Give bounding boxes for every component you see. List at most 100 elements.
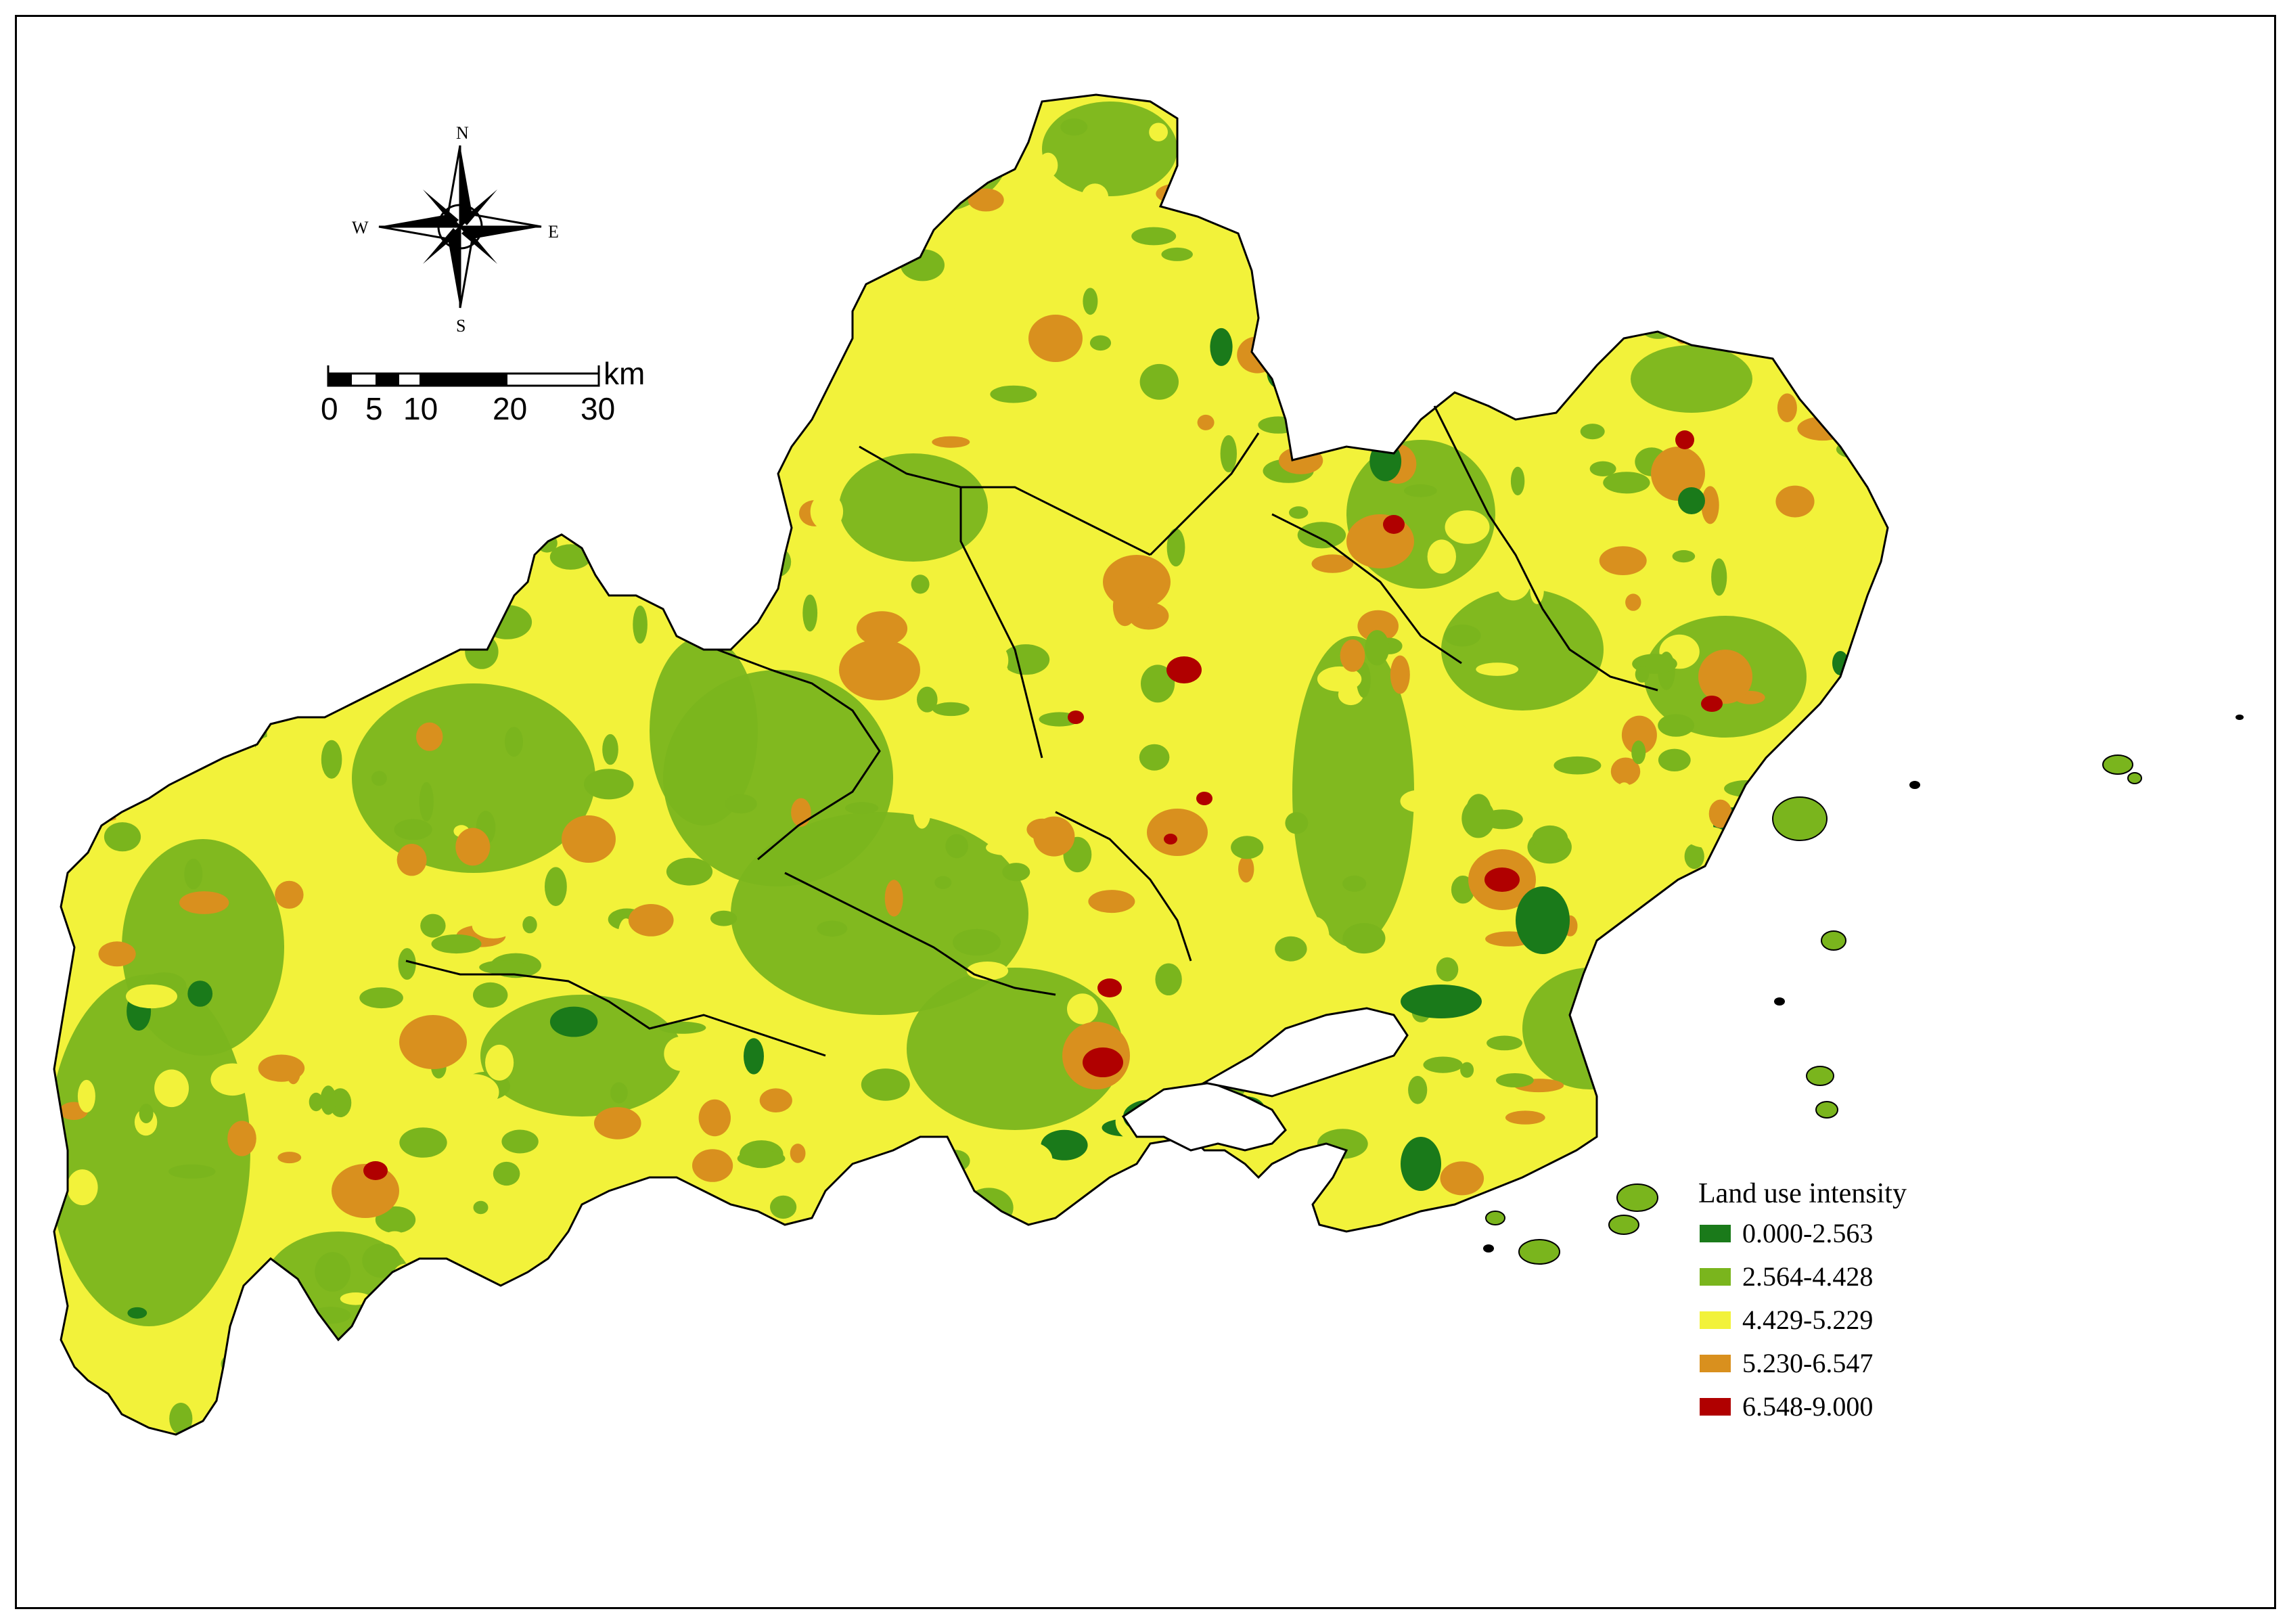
land-use-patch [277,321,327,353]
land-use-patch [1060,118,1088,136]
land-use-patch [1776,520,1811,552]
land-use-patch [1711,558,1727,596]
land-use-patch [471,95,494,122]
land-use-patch [574,915,607,934]
legend-title: Land use intensity [1698,1178,1907,1209]
land-use-patch [1460,1375,1493,1408]
land-use-patch [1578,187,1604,220]
land-use-patch [1106,202,1156,217]
land-use-patch [1436,957,1459,982]
island [2127,772,2142,784]
land-use-patch [1449,723,1466,738]
land-use-patch [200,180,225,192]
land-use-patch [1180,1219,1206,1258]
land-use-patch [332,285,349,300]
land-use-patch [1461,798,1495,838]
land-use-patch [1129,602,1169,630]
district-boundary [859,445,1151,556]
land-use-patch [1198,116,1240,156]
land-use-patch [277,1152,302,1164]
map-frame [15,15,2276,1609]
land-use-patch [968,188,1004,212]
land-use-patch [1444,428,1474,448]
land-use-patch [234,256,280,285]
land-use-patch [1544,229,1561,258]
land-use-patch [300,294,331,333]
land-use-patch [104,822,141,852]
land-use-patch [139,1104,154,1123]
land-use-patch [628,904,674,937]
land-use-patch [67,1169,98,1206]
land-use-patch [1356,662,1371,698]
land-use-patch [1297,522,1346,549]
land-use-patch [506,247,541,269]
land-use-patch [1374,232,1417,248]
legend-item: 4.429-5.229 [1700,1305,1873,1335]
land-use-patch [357,154,408,169]
land-use-patch [1795,215,1843,256]
land-use-patch [187,165,238,181]
land-use-patch [1033,816,1075,857]
land-use-patch [689,627,736,645]
land-use-patch [1123,974,1141,986]
land-use-patch [1675,430,1694,449]
land-use-patch [174,386,208,398]
land-use-patch [566,1295,604,1331]
land-use-patch [179,891,229,914]
land-use-patch [1589,461,1616,476]
legend-swatch [1700,1225,1731,1242]
land-use-patch [1220,435,1238,472]
land-use-patch [568,1230,608,1248]
land-use-patch [74,304,121,334]
land-use-patch [1775,485,1815,518]
land-use-patch [969,1366,994,1387]
land-use-patch [641,1317,673,1332]
land-use-patch [545,867,567,906]
land-use-patch [1532,532,1546,571]
land-use-patch [1569,1172,1620,1198]
land-use-patch [210,588,225,602]
land-use-patch [371,771,387,786]
island [1483,1244,1494,1253]
land-use-patch [1264,135,1294,154]
land-use-patch [1097,978,1122,997]
land-use-patch [664,1036,699,1071]
land-use-patch [790,1144,806,1163]
land-use-patch [1278,447,1323,474]
land-use-patch [1522,968,1658,1089]
land-use-patch [685,1320,700,1353]
compass-ring [437,204,483,250]
land-use-patch [1532,825,1568,851]
land-use-patch [1505,1110,1545,1125]
land-use-patch [230,99,273,133]
scale-bar: 0 5 10 20 30 km [321,356,645,426]
land-use-patch [1231,836,1264,859]
land-use-patch [1750,1106,1784,1129]
land-use-patch [1769,291,1791,302]
land-use-patch [743,1296,790,1320]
land-use-patch [1158,1316,1196,1347]
land-use-patch [1614,957,1633,971]
land-use-patch [947,158,980,171]
land-use-patch [363,1161,388,1180]
land-use-patch [1635,666,1650,683]
district-boundary [405,960,826,1057]
land-use-patch [1395,1378,1412,1417]
land-use-patch [633,605,648,644]
land-use-patch [1635,298,1681,339]
land-use-patch [1577,384,1610,419]
land-use-patch [1593,1276,1636,1295]
land-use-patch [1613,782,1635,821]
land-use-patch [770,1195,797,1219]
land-use-patch [563,942,590,980]
district-boundary [784,872,1056,996]
land-use-patch [1612,1386,1656,1403]
land-use-patch [1088,890,1135,914]
land-use-patch [116,253,156,271]
land-use-patch [394,587,429,607]
land-use-patch [1869,371,1888,409]
land-use-patch [126,984,177,1009]
compass-label-east: E [548,222,559,242]
land-use-patch [735,438,755,453]
